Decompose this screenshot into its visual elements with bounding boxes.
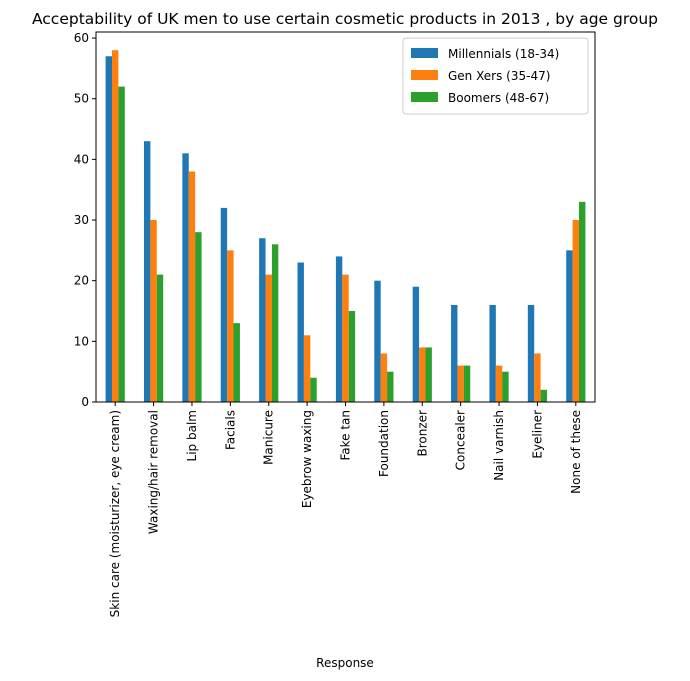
x-tick-label-7: Foundation	[377, 410, 391, 477]
bar-2-3	[233, 323, 240, 402]
bar-0-2	[182, 153, 189, 402]
bar-1-1	[150, 220, 157, 402]
bar-2-2	[195, 232, 202, 402]
x-tick-label-11: Eyeliner	[530, 410, 544, 459]
bar-0-6	[335, 256, 343, 402]
legend-box	[402, 37, 589, 115]
x-tick-label-12: None of these	[569, 410, 583, 494]
bar-2-12	[579, 201, 586, 402]
plot-area: 0 10 20 30 40 50 60 Skin care (moisturizer, eye…	[74, 31, 596, 617]
bar-2-7	[387, 371, 394, 402]
bar-0-11	[527, 304, 535, 402]
x-tick-label-9: Concealer	[454, 410, 468, 470]
x-tick-label-5: Eyebrow waxing	[300, 410, 314, 508]
bar-1-4	[265, 274, 272, 402]
x-tick-label-2: Lip balm	[185, 410, 199, 461]
bar-2-6	[348, 311, 356, 402]
bar-0-4	[259, 238, 266, 402]
bar-2-8	[425, 347, 432, 402]
legend-label-2: Boomers (48-67)	[448, 91, 549, 105]
bar-0-9	[451, 304, 458, 402]
bar-2-9	[463, 365, 471, 402]
y-tick-label-5: 50	[74, 92, 89, 106]
bar-1-6	[342, 274, 349, 402]
legend-label-1: Gen Xers (35-47)	[448, 69, 550, 83]
legend-swatch-0	[411, 48, 438, 58]
bar-1-12	[572, 220, 580, 402]
x-tick-label-10: Nail varnish	[492, 410, 506, 481]
bar-1-5	[303, 335, 311, 402]
bar-1-3	[227, 250, 234, 402]
y-tick-label-1: 10	[74, 334, 89, 348]
bar-2-11	[540, 389, 548, 402]
bar-1-0	[111, 50, 119, 402]
y-tick-label-3: 30	[74, 213, 89, 227]
y-tick-label-2: 20	[74, 274, 89, 288]
y-tick-label-6: 60	[74, 31, 89, 45]
bar-0-7	[374, 280, 381, 402]
bar-1-2	[188, 171, 196, 402]
bar-0-12	[566, 250, 573, 402]
x-axis-label: Response	[316, 656, 374, 670]
bar-1-9	[457, 365, 464, 402]
x-tick-label-6: Fake tan	[339, 410, 353, 461]
bar-0-10	[489, 304, 496, 402]
x-tick-label-4: Manicure	[262, 410, 276, 465]
bar-2-4	[271, 244, 279, 402]
legend-swatch-1	[411, 70, 438, 80]
bar-0-1	[143, 141, 151, 402]
y-tick-label-0: 0	[81, 395, 89, 409]
bar-1-8	[419, 347, 426, 402]
bar-0-8	[412, 286, 420, 402]
x-tick-label-0: Skin care (moisturizer, eye cream)	[108, 410, 122, 617]
legend-label-0: Millennials (18-34)	[448, 47, 559, 61]
bar-1-7	[380, 353, 388, 402]
bar-1-11	[534, 353, 541, 402]
legend-swatch-2	[411, 92, 438, 102]
bar-2-10	[502, 371, 509, 402]
bar-1-10	[495, 365, 503, 402]
bar-2-1	[156, 274, 164, 402]
bar-0-0	[105, 56, 112, 402]
bar-2-5	[310, 377, 317, 402]
y-tick-label-4: 40	[74, 152, 89, 166]
x-tick-label-3: Facials	[223, 410, 237, 450]
bar-2-0	[118, 86, 125, 402]
bar-0-5	[297, 262, 304, 402]
x-tick-label-8: Bronzer	[415, 410, 429, 457]
bar-0-3	[220, 207, 228, 402]
chart-title: Acceptability of UK men to use certain c…	[32, 10, 658, 28]
legend: Millennials (18-34) Gen Xers (35-47) Boome…	[402, 37, 589, 115]
x-tick-label-1: Waxing/hair removal	[147, 410, 161, 534]
